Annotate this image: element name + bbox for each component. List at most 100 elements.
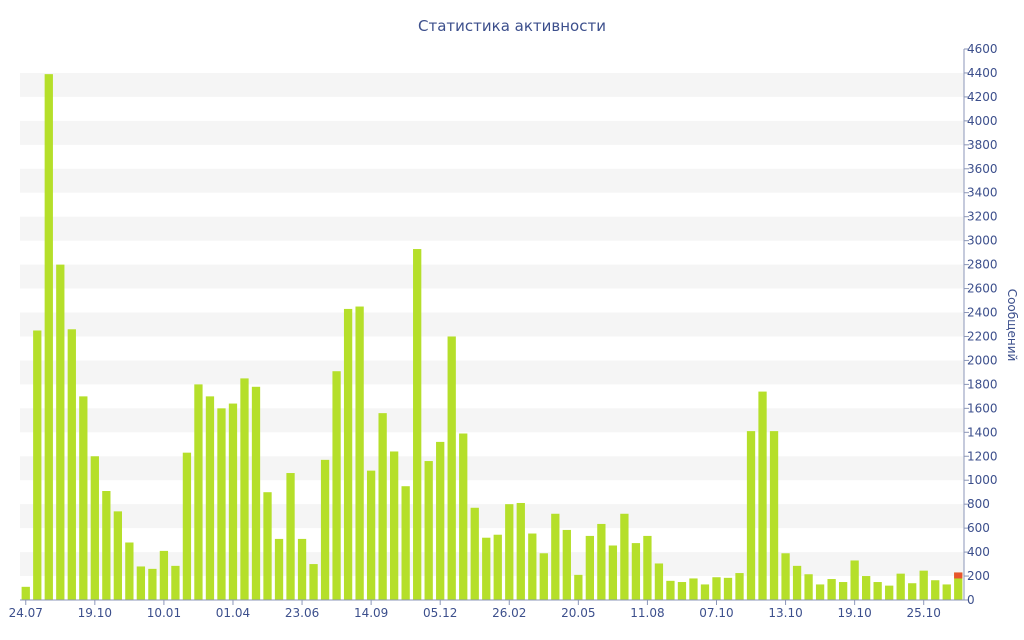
bars-group [21,74,963,601]
x-tick-label: 11.08 [630,606,664,620]
bar [343,308,353,600]
y-tick-label: 800 [967,497,990,511]
bar [516,502,525,600]
bar [781,553,790,600]
x-tick-label: 26.02 [492,606,526,620]
bar [689,578,698,600]
bar [562,529,571,600]
bar [274,538,284,600]
bar [332,371,341,600]
bar [470,507,479,600]
bar [631,543,641,600]
bar [804,574,813,600]
y-tick-label: 3800 [967,138,998,152]
bar [159,550,169,600]
bar [723,577,733,600]
bar [366,470,376,600]
bar [90,456,99,600]
y-tick-label: 600 [967,521,990,535]
bar [677,582,687,600]
bar [862,576,871,600]
bar [182,452,192,600]
x-tick-label: 13.10 [768,606,802,620]
grid-band [20,312,964,337]
bar [620,513,629,600]
bar [597,523,606,600]
y-tick-label: 4000 [967,114,998,128]
x-tick-label: 19.10 [78,606,112,620]
bar-accent-cap [954,572,963,579]
x-tick-label: 07.10 [699,606,733,620]
bar [401,486,410,600]
x-tick-label: 14.09 [354,606,388,620]
y-tick-label: 0 [967,593,975,607]
bar [942,584,951,600]
y-tick-label: 400 [967,545,990,559]
bar [125,542,134,600]
y-tick-label: 2600 [967,282,998,296]
bar [205,396,215,600]
bar [251,386,261,600]
bar [413,249,422,601]
bar [79,396,88,600]
bar [390,451,399,600]
bar [309,564,318,600]
bar [827,579,836,600]
bar [355,306,364,600]
bar [263,492,272,600]
bar [459,433,468,600]
bar [551,513,560,600]
bar [712,577,721,600]
x-tick-label: 19.10 [837,606,871,620]
bar [194,384,203,600]
bar [585,535,594,600]
grid-band [20,360,964,385]
bar [148,568,157,600]
bar [758,391,767,600]
bar [873,582,882,600]
grid-band [20,408,964,433]
bar [919,570,928,600]
y-axis-ticks: 0 200 400 600 800 1000 1200 1400 1600 1800 2000 220… [964,42,998,607]
bar [136,566,146,600]
bar [643,535,652,600]
bar [56,264,65,600]
bar [424,461,433,600]
y-tick-label: 2400 [967,306,998,320]
bar [792,565,802,600]
x-axis-ticks: 24.07 19.10 10.01 01.04 23.06 14.09 05.12 26.02… [9,600,941,620]
bar [436,441,445,600]
bar [850,560,859,600]
y-tick-label: 1400 [967,425,998,439]
bar [700,584,710,600]
bar [931,580,940,600]
bar [746,431,756,600]
bar [838,582,848,600]
bar [505,504,514,600]
y-tick-label: 2000 [967,353,998,367]
x-tick-label: 10.01 [147,606,181,620]
bar [608,545,618,600]
y-tick-label: 3600 [967,162,998,176]
y-axis-label: Сообщений [1005,289,1019,362]
y-tick-label: 1200 [967,449,998,463]
bar [735,573,744,600]
bar [539,553,548,600]
y-tick-label: 4400 [967,66,998,80]
bar [666,580,675,600]
bar [769,431,779,600]
y-tick-label: 2200 [967,329,998,343]
y-tick-label: 2800 [967,258,998,272]
y-tick-label: 3000 [967,234,998,248]
grid-band [20,504,964,529]
bar [297,538,307,600]
bar [908,583,917,600]
grid-bands [20,72,964,577]
bar [378,413,387,600]
x-tick-label: 01.04 [216,606,250,620]
bar [320,459,330,600]
bar [528,533,537,600]
bar [240,378,249,600]
grid-band [20,216,964,241]
